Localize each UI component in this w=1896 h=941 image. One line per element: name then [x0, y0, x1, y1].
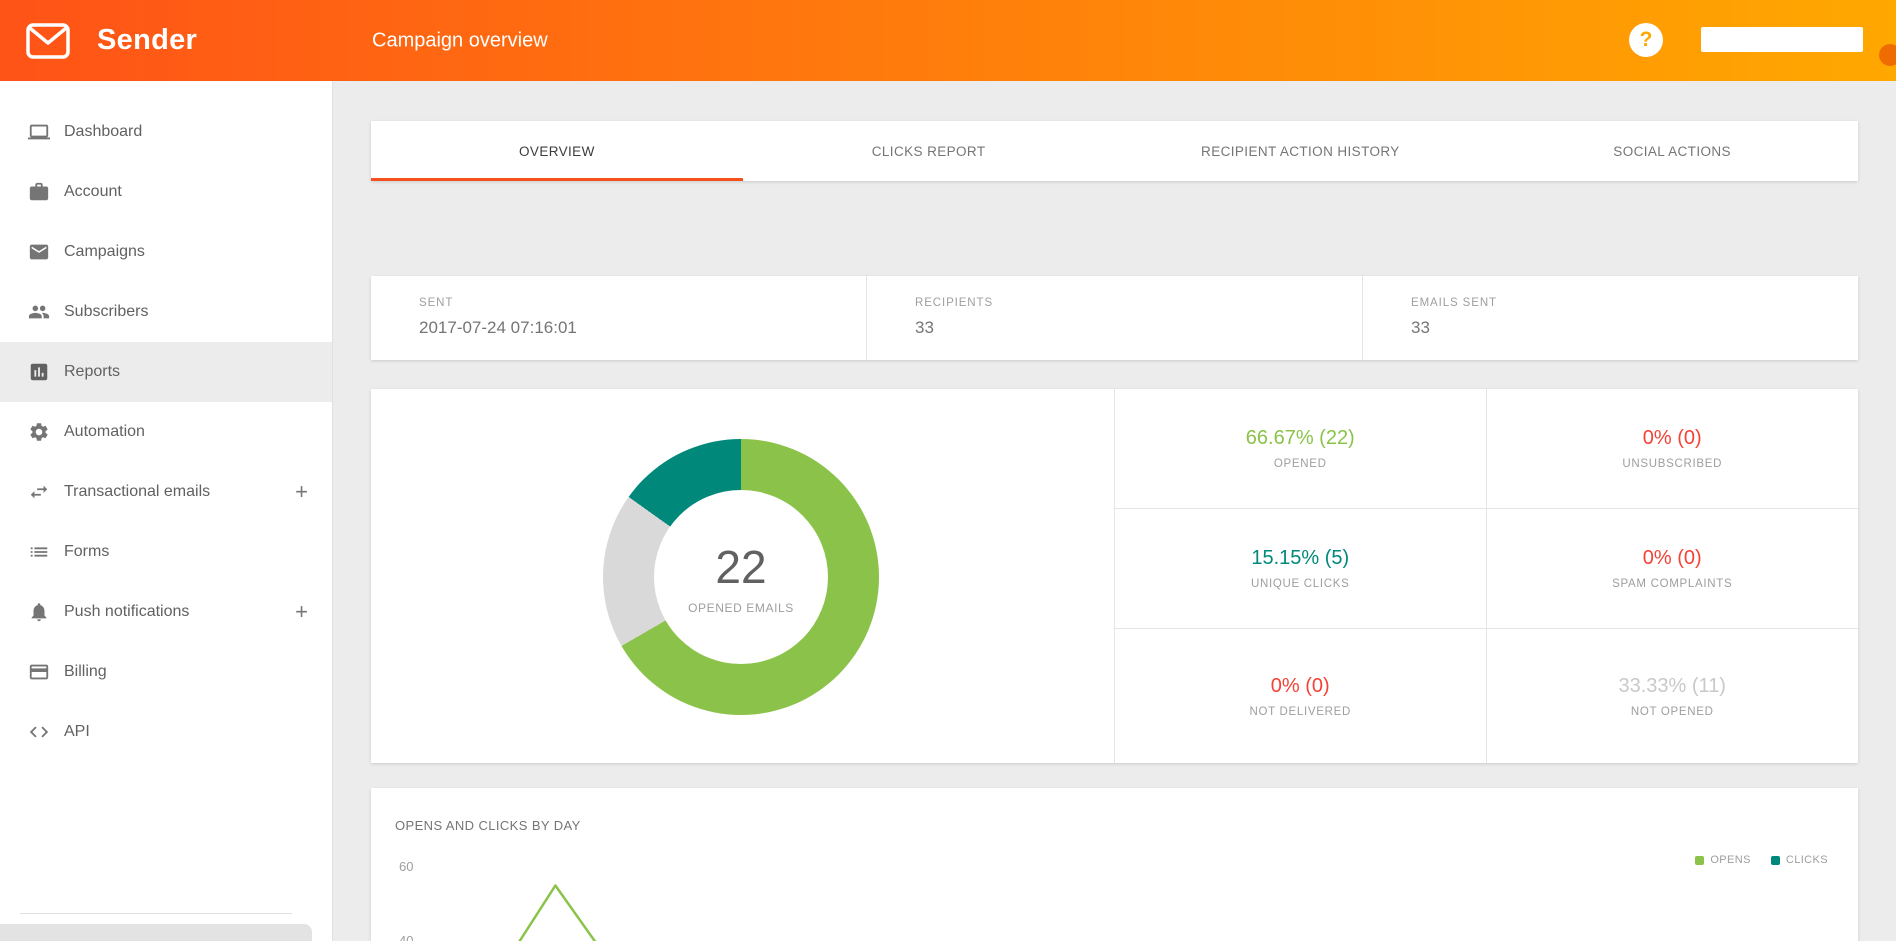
metric-unique-clicks: 15.15% (5) UNIQUE CLICKS [1115, 509, 1487, 629]
opens-clicks-chart-card: OPENS AND CLICKS BY DAY OPENS CLICKS 60 … [371, 788, 1858, 941]
header-blank-button[interactable] [1701, 27, 1863, 52]
metric-value: 66.67% (22) [1245, 427, 1355, 449]
donut-chart: 22 OPENED EMAILS [603, 439, 879, 715]
summary-label: SENT [419, 297, 454, 309]
sidebar-item-label: Automation [64, 423, 145, 440]
sidebar-item-automation[interactable]: Automation [0, 402, 332, 462]
sidebar-divider [20, 913, 292, 914]
opens-swatch-icon [1695, 855, 1705, 865]
clicks-swatch-icon [1770, 855, 1780, 865]
avatar[interactable] [1879, 44, 1896, 66]
y-axis-tick-40: 40 [399, 933, 414, 941]
sidebar-item-label: Dashboard [64, 123, 143, 140]
help-icon[interactable]: ? [1629, 23, 1663, 57]
sidebar-item-push-notifications[interactable]: Push notifications + [0, 582, 332, 642]
sidebar-item-campaigns[interactable]: Campaigns [0, 222, 332, 282]
summary-card: SENT 2017-07-24 07:16:01 RECIPIENTS 33 E… [371, 276, 1858, 360]
metric-opened: 66.67% (22) OPENED [1115, 389, 1487, 509]
metric-label: NOT DELIVERED [1249, 705, 1352, 718]
metrics-grid: 66.67% (22) OPENED 0% (0) UNSUBSCRIBED 1… [1114, 389, 1858, 763]
app-header: Sender Campaign overview ? [0, 0, 1896, 81]
sidebar-item-account[interactable]: Account [0, 162, 332, 222]
briefcase-icon [27, 180, 51, 204]
metric-value: 15.15% (5) [1251, 547, 1350, 569]
summary-label: EMAILS SENT [1411, 297, 1497, 309]
mail-icon [27, 240, 51, 264]
opened-emails-count: 22 [715, 540, 767, 593]
metric-unsubscribed: 0% (0) UNSUBSCRIBED [1486, 389, 1858, 509]
tab-social-actions[interactable]: SOCIAL ACTIONS [1613, 143, 1731, 159]
summary-col-emails-sent: EMAILS SENT 33 [1363, 276, 1858, 360]
metric-label: SPAM COMPLAINTS [1612, 578, 1733, 590]
tab-overview[interactable]: OVERVIEW [371, 121, 743, 181]
summary-value: 33 [915, 318, 934, 337]
credit-card-icon [27, 660, 51, 684]
sidebar-item-subscribers[interactable]: Subscribers [0, 282, 332, 342]
metric-not-delivered: 0% (0) NOT DELIVERED [1115, 629, 1487, 763]
metric-label: NOT OPENED [1630, 705, 1714, 718]
tabs-bar: OVERVIEW CLICKS REPORT RECIPIENT ACTION … [371, 121, 1858, 181]
sidebar-item-label: Subscribers [64, 303, 149, 320]
sidebar-item-label: Reports [64, 363, 121, 380]
metric-spam-complaints: 0% (0) SPAM COMPLAINTS [1486, 509, 1858, 629]
sidebar-item-label: Push notifications [64, 603, 190, 620]
legend-label: CLICKS [1785, 854, 1828, 866]
chart-title: OPENS AND CLICKS BY DAY [395, 818, 581, 833]
sidebar-item-label: Account [64, 183, 122, 200]
overview-card: 22 OPENED EMAILS 66.67% (22) OPENED 0% (… [371, 389, 1858, 763]
sidebar-item-label: Billing [64, 663, 107, 680]
metric-label: UNIQUE CLICKS [1250, 578, 1350, 590]
sidebar-item-reports[interactable]: Reports [0, 342, 332, 402]
opens-clicks-chart-svg [518, 884, 597, 941]
sidebar-item-label: Transactional emails [64, 483, 211, 500]
donut-center: 22 OPENED EMAILS [654, 490, 828, 664]
laptop-icon [27, 120, 51, 144]
summary-value: 33 [1411, 318, 1430, 337]
legend-item-opens[interactable]: OPENS [1695, 854, 1751, 866]
summary-label: RECIPIENTS [915, 297, 994, 309]
metric-label: OPENED [1273, 458, 1327, 470]
sidebar-item-api[interactable]: API [0, 702, 332, 762]
legend-label: OPENS [1710, 854, 1751, 866]
bar-chart-icon [27, 360, 51, 384]
metric-not-opened: 33.33% (11) NOT OPENED [1487, 629, 1859, 763]
sender-envelope-icon [26, 22, 70, 59]
add-push-notification-button[interactable]: + [295, 599, 308, 624]
sidebar: Dashboard Account Campaigns Subscribers [0, 81, 333, 941]
opened-emails-label: OPENED EMAILS [688, 600, 794, 615]
sidebar-footer-bar [0, 924, 312, 941]
y-axis-tick-60: 60 [399, 859, 414, 874]
list-icon [27, 540, 51, 564]
bell-icon [27, 600, 51, 624]
metric-value: 0% (0) [1642, 547, 1702, 569]
sidebar-item-dashboard[interactable]: Dashboard [0, 102, 332, 162]
sidebar-item-forms[interactable]: Forms [0, 522, 332, 582]
metric-value: 33.33% (11) [1618, 674, 1726, 697]
tab-recipient-action-history[interactable]: RECIPIENT ACTION HISTORY [1201, 143, 1400, 159]
summary-col-sent: SENT 2017-07-24 07:16:01 [371, 276, 867, 360]
legend-item-clicks[interactable]: CLICKS [1770, 854, 1828, 866]
add-transactional-button[interactable]: + [295, 479, 308, 504]
tab-clicks-report[interactable]: CLICKS REPORT [871, 143, 986, 159]
sidebar-item-label: Forms [64, 543, 110, 560]
metric-value: 0% (0) [1642, 427, 1702, 449]
sidebar-item-transactional-emails[interactable]: Transactional emails + [0, 462, 332, 522]
sidebar-item-billing[interactable]: Billing [0, 642, 332, 702]
gear-icon [27, 420, 51, 444]
people-icon [27, 300, 51, 324]
brand-name: Sender [97, 24, 198, 56]
sidebar-item-label: API [64, 723, 90, 740]
sidebar-item-label: Campaigns [64, 243, 145, 260]
metric-value: 0% (0) [1270, 674, 1330, 697]
page-title: Campaign overview [372, 29, 548, 51]
summary-value: 2017-07-24 07:16:01 [419, 318, 577, 337]
code-icon [27, 720, 51, 744]
swap-arrows-icon [27, 480, 51, 504]
brand-logo[interactable]: Sender [26, 22, 198, 59]
summary-col-recipients: RECIPIENTS 33 [867, 276, 1363, 360]
metric-label: UNSUBSCRIBED [1622, 458, 1723, 470]
main-content: OVERVIEW CLICKS REPORT RECIPIENT ACTION … [333, 81, 1896, 941]
chart-legend: OPENS CLICKS [1695, 854, 1828, 866]
